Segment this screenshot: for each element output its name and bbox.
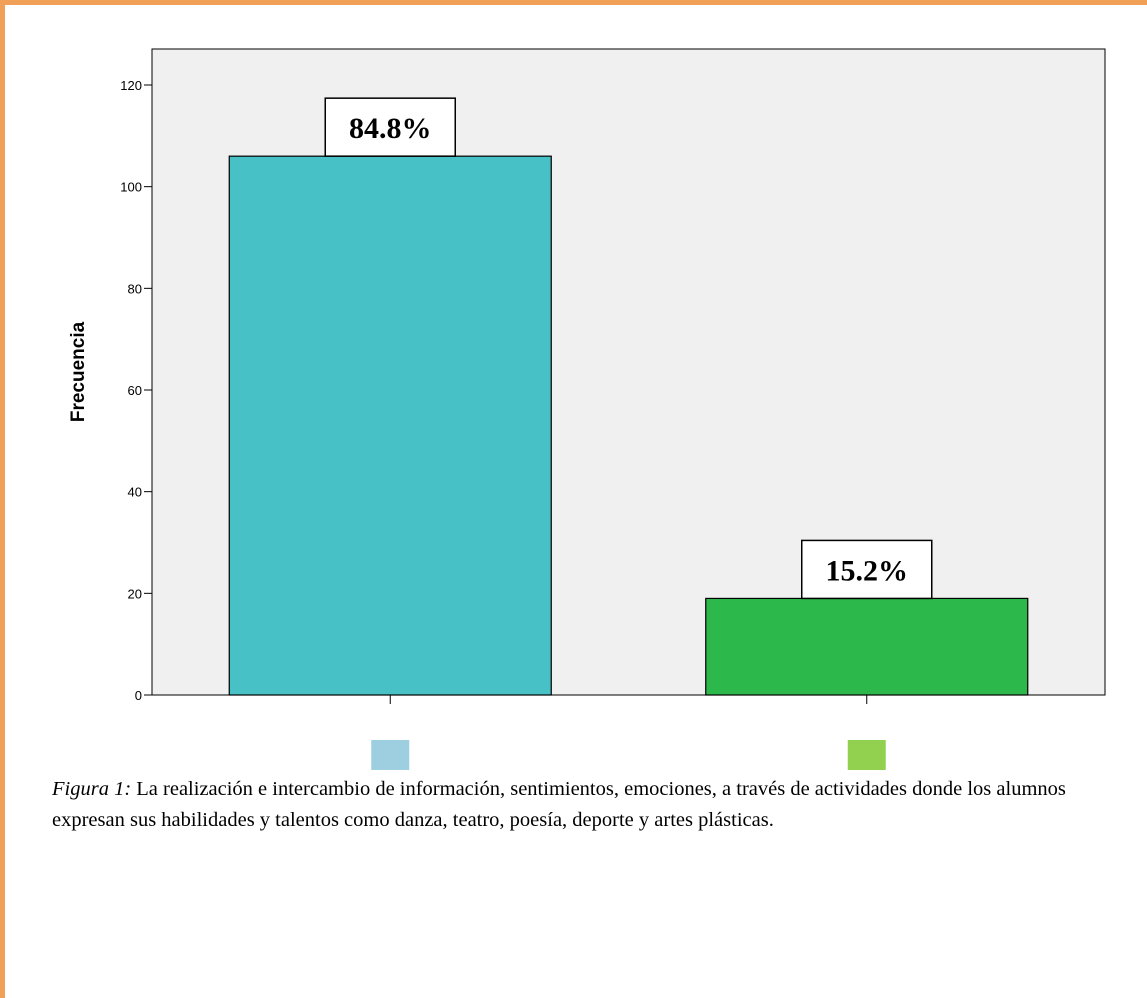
data-label-box xyxy=(801,539,933,600)
y-tick-label: 20 xyxy=(128,586,142,601)
bar xyxy=(705,597,1029,696)
legend-swatch xyxy=(847,740,886,770)
caption-text: La realización e intercambio de informac… xyxy=(52,778,1066,831)
y-tick-label: 120 xyxy=(120,78,142,93)
data-label: 15.2% xyxy=(826,554,909,587)
y-axis: 0 20 40 60 80 100 120 xyxy=(120,78,152,703)
y-tick-label: 0 xyxy=(135,688,142,703)
bar xyxy=(228,155,552,696)
caption-label: Figura 1: xyxy=(52,778,132,800)
y-tick-label: 100 xyxy=(120,180,142,195)
data-label: 84.8% xyxy=(349,112,432,145)
figure-caption: Figura 1: La realización e intercambio d… xyxy=(52,774,1112,836)
y-tick-label: 40 xyxy=(128,485,142,500)
y-tick-label: 60 xyxy=(128,383,142,398)
data-label-box xyxy=(324,97,456,157)
x-axis: SíNo xyxy=(371,695,886,770)
bars: 84.8% 15.2% xyxy=(228,97,1029,696)
legend-swatch xyxy=(371,740,410,770)
y-axis-title: Frecuencia xyxy=(68,321,89,422)
bar-chart: 0 20 40 60 80 100 120 84.8% 15.2% SíNo Frecuenc… xyxy=(68,48,1106,770)
y-tick-label: 80 xyxy=(128,281,142,296)
